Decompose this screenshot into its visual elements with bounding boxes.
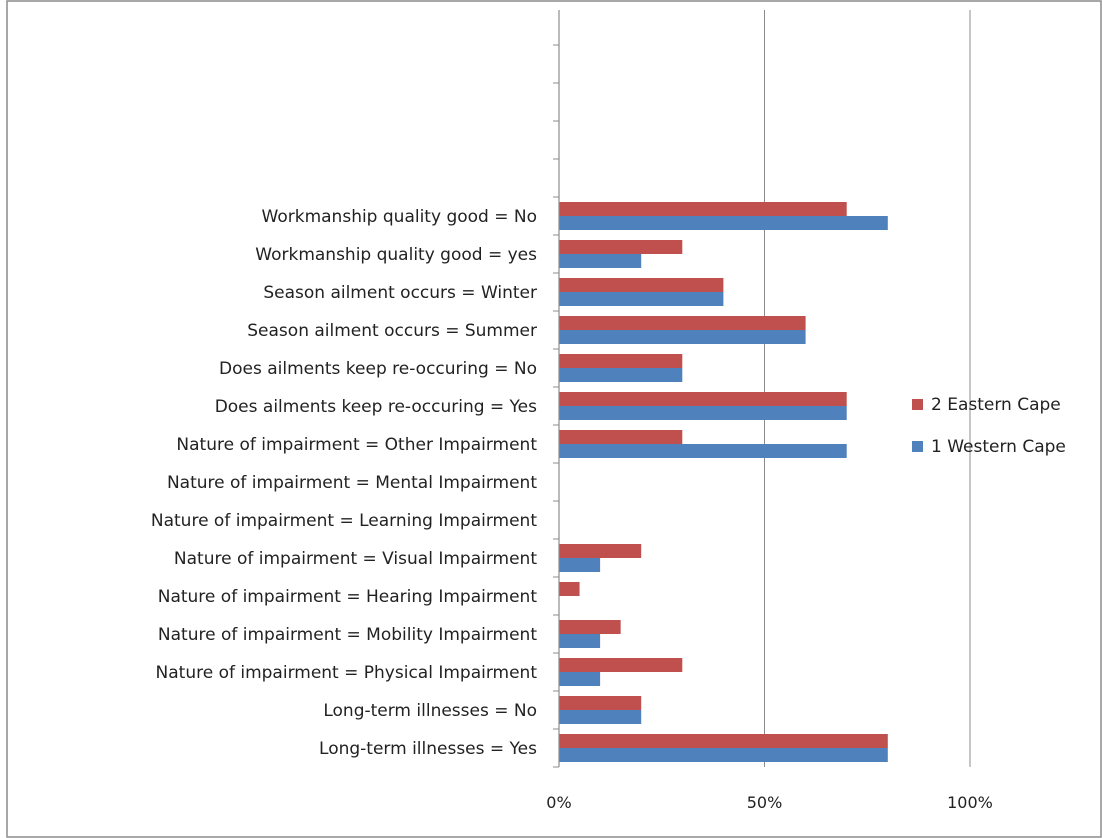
- category-axis: [553, 10, 560, 768]
- bar-eastern-cape: [559, 430, 683, 444]
- bar-eastern-cape: [559, 696, 642, 710]
- category-label: Nature of impairment = Physical Impairme…: [156, 663, 538, 683]
- legend-swatch: [912, 441, 923, 452]
- bar-eastern-cape: [559, 354, 683, 368]
- category-label: Nature of impairment = Other Impairment: [176, 435, 537, 455]
- bars: [559, 202, 888, 762]
- legend-swatch: [912, 399, 923, 410]
- category-label: Nature of impairment = Hearing Impairmen…: [158, 587, 538, 607]
- bar-western-cape: [559, 444, 847, 458]
- bar-western-cape: [559, 672, 601, 686]
- x-tick-label: 100%: [947, 793, 993, 812]
- bar-western-cape: [559, 748, 888, 762]
- bar-eastern-cape: [559, 202, 847, 216]
- bar-eastern-cape: [559, 582, 580, 596]
- x-tick-label: 50%: [747, 793, 783, 812]
- bar-eastern-cape: [559, 544, 642, 558]
- legend: 2 Eastern Cape 1 Western Cape: [912, 395, 1066, 457]
- bar-eastern-cape: [559, 278, 724, 292]
- bar-western-cape: [559, 254, 642, 268]
- bar-eastern-cape: [559, 240, 683, 254]
- chart-border: [6, 0, 1102, 838]
- category-label: Does ailments keep re-occuring = Yes: [215, 397, 537, 417]
- bar-eastern-cape: [559, 392, 847, 406]
- category-label: Nature of impairment = Learning Impairme…: [151, 511, 537, 531]
- category-label: Workmanship quality good = yes: [255, 245, 537, 265]
- bar-eastern-cape: [559, 658, 683, 672]
- category-label: Does ailments keep re-occuring = No: [219, 359, 537, 379]
- x-tick-label: 0%: [546, 793, 571, 812]
- bar-western-cape: [559, 710, 642, 724]
- bar-western-cape: [559, 216, 888, 230]
- gridlines: [764, 10, 971, 767]
- value-axis-tick-labels: 0% 50% 100%: [546, 793, 993, 812]
- bar-eastern-cape: [559, 620, 621, 634]
- bar-western-cape: [559, 368, 683, 382]
- category-labels: Long-term illnesses = Yes Long-term illne…: [151, 207, 537, 759]
- bar-western-cape: [559, 634, 601, 648]
- category-label: Season ailment occurs = Summer: [247, 321, 537, 341]
- category-label: Long-term illnesses = Yes: [319, 739, 537, 759]
- category-label: Nature of impairment = Mobility Impairme…: [158, 625, 537, 645]
- legend-label: 1 Western Cape: [931, 437, 1066, 457]
- bar-western-cape: [559, 558, 601, 572]
- category-label: Season ailment occurs = Winter: [263, 283, 537, 303]
- legend-label: 2 Eastern Cape: [931, 395, 1061, 415]
- bar-western-cape: [559, 292, 724, 306]
- category-label: Workmanship quality good = No: [262, 207, 537, 227]
- category-label: Nature of impairment = Mental Impairment: [167, 473, 537, 493]
- category-label: Long-term illnesses = No: [323, 701, 537, 721]
- bar-western-cape: [559, 406, 847, 420]
- bar-western-cape: [559, 330, 806, 344]
- category-label: Nature of impairment = Visual Impairment: [174, 549, 537, 569]
- bar-eastern-cape: [559, 734, 888, 748]
- bar-eastern-cape: [559, 316, 806, 330]
